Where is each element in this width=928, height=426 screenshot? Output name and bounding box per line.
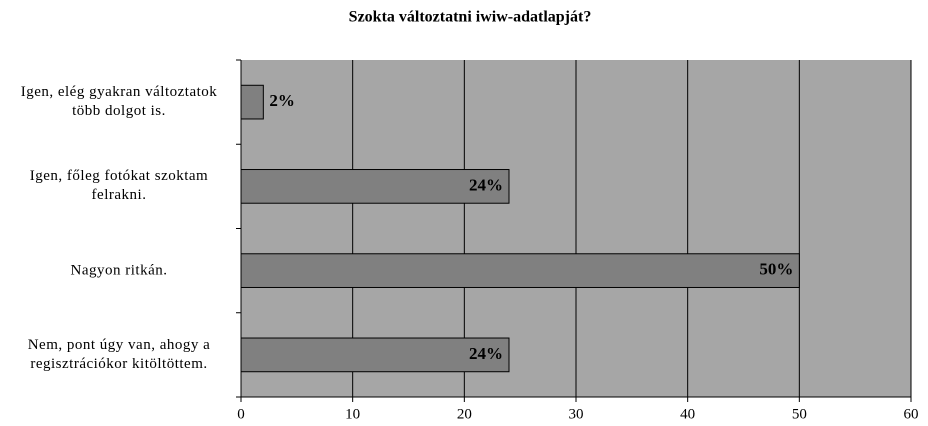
x-tick-label: 30 [569, 406, 584, 422]
value-label: 24% [469, 344, 503, 363]
y-tick-label: Nem, pont úgy van, ahogy a regisztrációk… [27, 336, 211, 372]
x-tick-label: 10 [345, 406, 360, 422]
y-tick-label: Nagyon ritkán. [70, 262, 168, 279]
value-label: 50% [759, 260, 793, 279]
bar [240, 253, 800, 288]
y-tick-label: Igen, főleg fotókat szoktam felrakni. [29, 168, 209, 204]
bar [240, 169, 510, 204]
x-tick-label: 50 [792, 406, 807, 422]
y-tick-label: Igen, elég gyakran változtatok több dolg… [20, 84, 218, 120]
bar [240, 337, 510, 373]
value-label: 2% [269, 91, 295, 110]
value-label: 24% [469, 175, 503, 194]
chart-title: Szokta változtatni iwiw-adatlapját? [349, 9, 592, 26]
x-tick-label: 60 [904, 406, 919, 422]
bar [240, 84, 264, 120]
x-tick-label: 0 [237, 406, 245, 422]
x-tick-label: 20 [457, 406, 472, 422]
x-tick-label: 40 [680, 406, 695, 422]
